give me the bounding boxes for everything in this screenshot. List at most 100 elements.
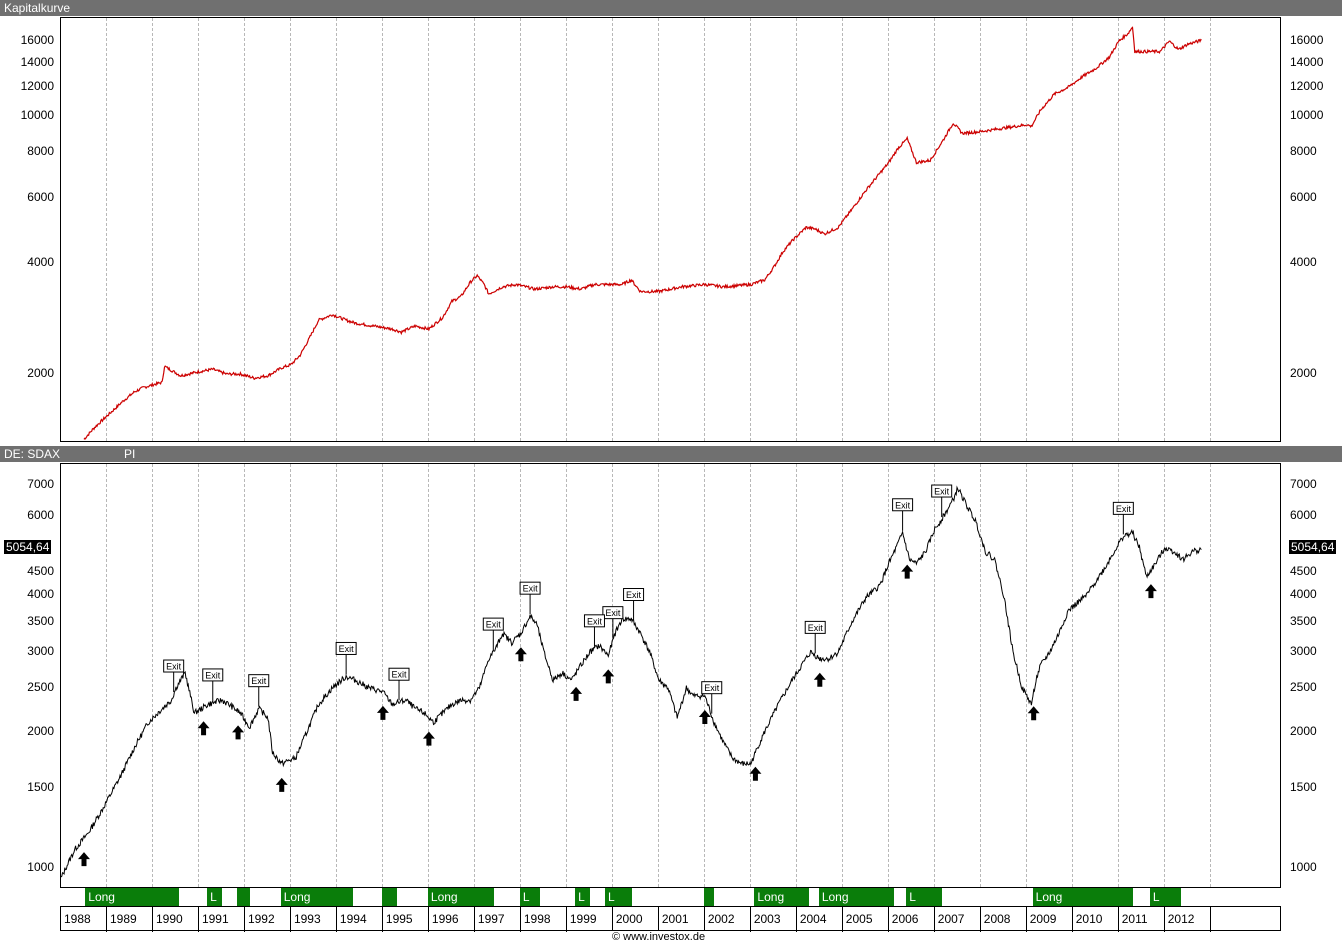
year-label: 2007 xyxy=(937,912,965,926)
year-label: 2010 xyxy=(1075,912,1103,926)
vertical-gridline xyxy=(795,18,797,441)
price-panel-title-bar: DE: SDAX PI xyxy=(0,446,1342,462)
svg-text:Exit: Exit xyxy=(587,616,603,626)
year-tick xyxy=(795,907,797,932)
vertical-gridline xyxy=(289,18,291,441)
y-tick-label: 12000 xyxy=(1290,79,1324,94)
svg-text:Exit: Exit xyxy=(626,590,642,600)
vertical-gridline xyxy=(381,464,383,887)
vertical-gridline xyxy=(749,464,751,887)
svg-text:Exit: Exit xyxy=(704,683,720,693)
year-tick xyxy=(335,907,337,932)
long-position-bar: L xyxy=(1149,888,1183,906)
vertical-gridline xyxy=(657,18,659,441)
year-label: 2003 xyxy=(753,912,781,926)
year-label: 2000 xyxy=(615,912,643,926)
vertical-gridline xyxy=(151,464,153,887)
year-tick xyxy=(427,907,429,932)
up-arrow-icon xyxy=(232,725,245,740)
exit-marker: Exit xyxy=(202,668,224,701)
y-tick-label: 6000 xyxy=(27,190,54,205)
up-arrow-icon xyxy=(602,669,615,684)
up-arrow-icon xyxy=(422,731,435,746)
long-position-bar: L xyxy=(575,888,592,906)
year-tick xyxy=(565,907,567,932)
vertical-gridline xyxy=(887,18,889,441)
year-tick xyxy=(1071,907,1073,932)
year-tick xyxy=(979,907,981,932)
price-chart-svg: ExitExitExitExitExitExitExitExitExitExit… xyxy=(61,484,1202,878)
last-value-label-right: 5054,64 xyxy=(1289,540,1337,554)
year-tick xyxy=(1163,907,1165,932)
y-tick-label: 2500 xyxy=(1290,679,1317,694)
y-tick-label: 4000 xyxy=(1290,255,1317,270)
vertical-gridline xyxy=(381,18,383,441)
vertical-gridline xyxy=(703,18,705,441)
vertical-gridline xyxy=(1163,464,1165,887)
y-tick-label: 6000 xyxy=(1290,507,1317,522)
vertical-gridline xyxy=(749,18,751,441)
y-tick-label: 12000 xyxy=(20,79,54,94)
last-value-label-left: 5054,64 xyxy=(4,540,52,554)
year-tick xyxy=(197,907,199,932)
y-tick-label: 2000 xyxy=(27,366,54,381)
vertical-gridline xyxy=(243,464,245,887)
vertical-gridline xyxy=(427,464,429,887)
vertical-gridline xyxy=(427,18,429,441)
year-label: 1998 xyxy=(523,912,551,926)
up-arrow-icon xyxy=(749,766,762,781)
svg-text:Exit: Exit xyxy=(1116,504,1132,514)
long-position-bar xyxy=(703,888,716,906)
y-tick-label: 6000 xyxy=(27,507,54,522)
long-position-bar: L xyxy=(207,888,224,906)
y-tick-label: 3500 xyxy=(1290,613,1317,628)
y-tick-label: 16000 xyxy=(20,33,54,48)
y-tick-label: 3500 xyxy=(27,613,54,628)
up-arrow-icon xyxy=(197,721,210,736)
year-label: 1999 xyxy=(569,912,597,926)
equity-panel-title: Kapitalkurve xyxy=(4,1,71,15)
price-chart-panel: Exit Exit Exit Exit Exit Exit Exit Exit Exit Exit… xyxy=(60,463,1281,888)
long-position-bar: L xyxy=(906,888,943,906)
equity-chart-panel xyxy=(60,17,1281,442)
year-tick xyxy=(749,907,751,932)
vertical-gridline xyxy=(565,18,567,441)
year-label: 2012 xyxy=(1167,912,1195,926)
exit-marker: Exit xyxy=(1112,501,1134,535)
year-tick xyxy=(933,907,935,932)
vertical-gridline xyxy=(197,18,199,441)
svg-text:Exit: Exit xyxy=(486,620,502,630)
long-position-bar: Long xyxy=(427,888,495,906)
price-panel-subtitle: PI xyxy=(124,447,136,461)
year-label: 2001 xyxy=(661,912,689,926)
equity-curve-line xyxy=(83,26,1202,440)
year-label: 1995 xyxy=(385,912,413,926)
long-position-bar: Long xyxy=(280,888,355,906)
year-label: 2009 xyxy=(1029,912,1057,926)
vertical-gridline xyxy=(979,18,981,441)
y-tick-label: 6000 xyxy=(1290,190,1317,205)
up-arrow-icon xyxy=(901,564,914,579)
y-tick-label: 2500 xyxy=(27,679,54,694)
y-tick-label: 3000 xyxy=(27,644,54,659)
credit-text: © www.investox.de xyxy=(612,931,706,943)
up-arrow-icon xyxy=(1144,584,1157,599)
vertical-gridline xyxy=(1071,18,1073,441)
vertical-gridline xyxy=(1117,464,1119,887)
year-tick xyxy=(519,907,521,932)
vertical-gridline xyxy=(795,464,797,887)
exit-marker: Exit xyxy=(248,674,270,707)
y-tick-label: 4000 xyxy=(1290,587,1317,602)
year-label: 1991 xyxy=(201,912,229,926)
vertical-gridline xyxy=(979,464,981,887)
vertical-gridline xyxy=(151,18,153,441)
y-tick-label: 10000 xyxy=(20,108,54,123)
year-tick xyxy=(243,907,245,932)
vertical-gridline xyxy=(1163,18,1165,441)
position-strip: Long L Long Long L L L Long Long L Long L xyxy=(60,888,1281,906)
vertical-gridline xyxy=(335,464,337,887)
svg-text:Exit: Exit xyxy=(392,670,408,680)
svg-text:Exit: Exit xyxy=(605,608,621,618)
y-tick-label: 2000 xyxy=(27,723,54,738)
year-tick xyxy=(887,907,889,932)
